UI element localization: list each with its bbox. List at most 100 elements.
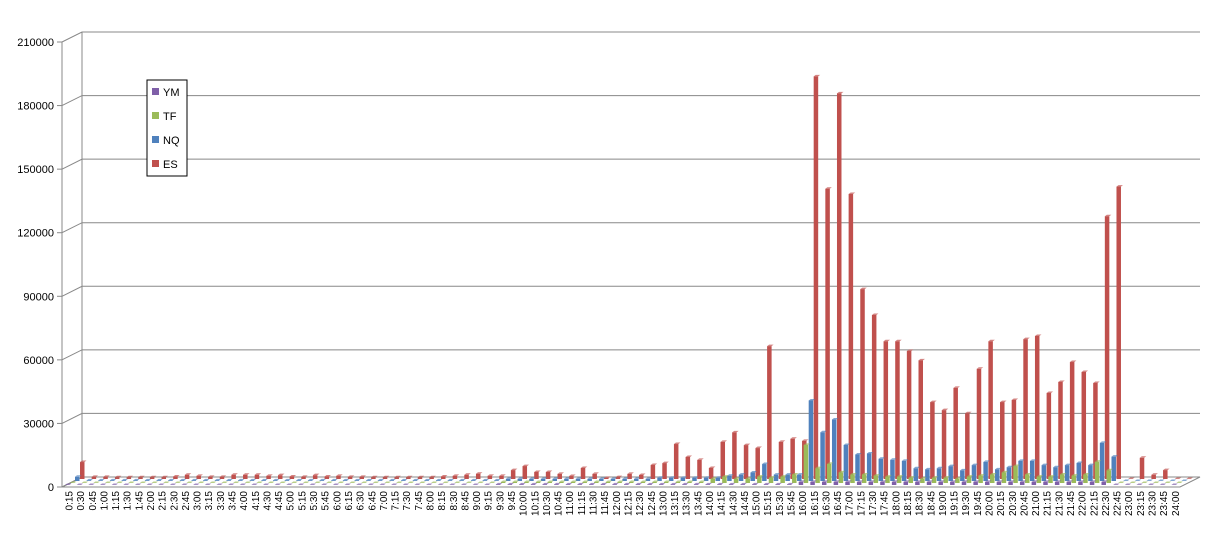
bar [973,482,978,485]
y-tick-label: 210000 [17,37,54,49]
x-tick-label: 7:00 [379,491,390,511]
bar [110,480,115,481]
legend-swatch [152,88,159,95]
x-tick-label: 17:30 [868,491,879,516]
bar [122,480,127,481]
bar [103,477,108,479]
bar [651,465,656,479]
x-tick-label: 3:15 [204,491,215,511]
bar [797,475,802,481]
bar [942,410,947,479]
legend-label: TF [163,111,177,123]
bar [787,484,792,485]
bar [1055,482,1060,485]
bar [441,476,446,479]
bar [729,484,734,485]
x-tick-label: 12:45 [647,491,658,516]
bar [699,482,704,483]
bar [755,448,760,479]
bar [774,475,779,481]
x-tick-label: 13:15 [670,491,681,516]
bar [1048,477,1053,483]
bar [874,476,879,483]
bar [1030,461,1035,481]
bar [508,484,512,485]
bar [360,477,365,479]
bar [1060,475,1065,483]
bar [296,480,301,481]
bar [496,484,501,485]
x-tick-label: 10:30 [542,491,553,516]
bar [523,466,528,479]
bar [764,484,769,485]
bar [185,475,190,479]
x-tick-label: 10:45 [554,491,565,516]
bar [1100,443,1105,481]
bar [471,480,476,481]
bar [977,369,982,479]
x-tick-label: 17:00 [845,491,856,516]
bar [624,484,629,485]
x-tick-label: 1:30 [123,491,134,511]
x-tick-label: 23:45 [1159,491,1170,516]
bar [226,480,231,481]
x-tick-label: 4:15 [251,491,262,511]
bar [592,474,597,479]
bar [972,465,977,481]
x-tick-label: 21:30 [1054,491,1065,516]
bar [890,460,895,481]
x-tick-label: 11:00 [565,491,576,516]
bar [196,476,201,479]
bar [168,480,173,481]
bar [839,472,844,483]
bar [1023,339,1028,479]
x-tick-label: 15:45 [787,491,798,516]
bar [336,476,341,479]
bar [960,470,965,481]
bar [985,482,990,485]
bar [1163,470,1168,479]
bar [995,469,1000,481]
x-tick-label: 21:45 [1066,491,1077,516]
bar [697,460,702,479]
bar [855,455,860,481]
bar [325,476,330,479]
bar [343,480,348,481]
bar [721,442,726,479]
bar [915,482,920,485]
bar [1106,470,1111,483]
bar [98,480,103,481]
bar [892,482,897,485]
bar [1042,465,1047,481]
x-tick-label: 16:45 [833,491,844,516]
bar [413,480,418,481]
y-tick-label: 30000 [23,418,54,430]
bar [629,482,634,483]
bar [378,480,383,481]
x-tick-label: 12:00 [612,491,623,516]
x-tick-label: 22:45 [1113,491,1124,516]
bar [261,480,266,481]
bar [762,464,767,481]
x-tick-label: 11:30 [589,491,600,516]
x-tick-label: 23:30 [1148,491,1159,516]
bar [872,315,877,479]
bar [832,420,837,481]
bar [389,480,394,481]
x-tick-label: 9:00 [472,491,483,511]
bar [716,478,721,481]
legend-swatch [152,160,159,167]
bar [937,468,942,481]
x-tick-label: 6:30 [356,491,367,511]
bar [1078,482,1083,485]
bar [571,482,576,483]
bar [1072,476,1077,483]
x-tick-label: 10:00 [519,491,530,516]
bar [1083,475,1088,483]
bar [962,482,967,485]
bar [757,477,762,483]
bar [547,482,552,483]
bar [769,478,774,483]
bar [990,475,995,483]
